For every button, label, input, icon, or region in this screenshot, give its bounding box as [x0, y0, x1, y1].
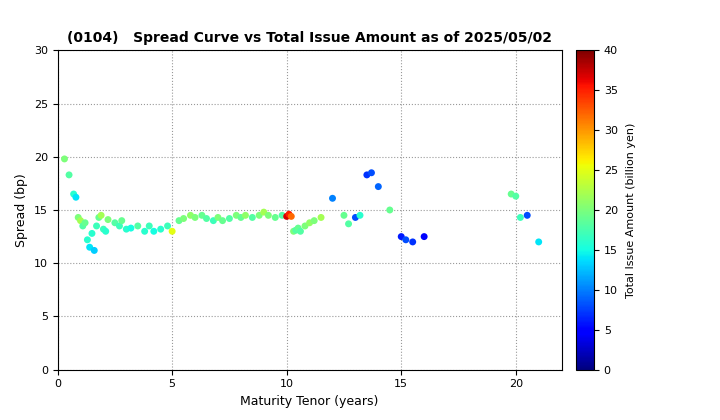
Point [77, 223, 89, 229]
Point [510, 193, 521, 199]
Point [395, 233, 407, 240]
Point [148, 228, 160, 235]
Point [521, 212, 533, 219]
Point [139, 228, 150, 235]
Point [304, 219, 315, 226]
X-axis label: Maturity Tenor (years): Maturity Tenor (years) [240, 395, 379, 408]
Point [288, 228, 300, 235]
Point [308, 217, 320, 224]
Point [100, 228, 112, 235]
Point [178, 215, 189, 222]
Point [253, 212, 265, 219]
Point [505, 191, 517, 197]
Point [81, 236, 93, 243]
Point [109, 219, 121, 226]
Point [400, 236, 412, 243]
Point [114, 223, 125, 229]
Point [102, 216, 114, 223]
Point [68, 191, 79, 197]
Point [294, 228, 306, 235]
Title: (0104)   Spread Curve vs Total Issue Amount as of 2025/05/02: (0104) Spread Curve vs Total Issue Amoun… [67, 31, 552, 45]
Point [300, 223, 311, 229]
Point [286, 213, 297, 220]
Point [98, 226, 109, 233]
Point [95, 212, 107, 219]
Point [93, 214, 104, 221]
Point [269, 214, 281, 221]
Point [86, 230, 98, 237]
Point [276, 212, 288, 219]
Point [354, 212, 366, 219]
Point [361, 171, 373, 178]
Point [155, 226, 166, 233]
Point [283, 211, 294, 218]
Point [185, 212, 197, 219]
Point [258, 209, 269, 215]
Point [120, 226, 132, 233]
Y-axis label: Total Issue Amount (billion yen): Total Issue Amount (billion yen) [626, 122, 636, 298]
Point [217, 217, 228, 224]
Point [533, 239, 544, 245]
Point [224, 215, 235, 222]
Point [89, 247, 100, 254]
Point [230, 212, 242, 219]
Point [292, 225, 304, 231]
Point [166, 228, 178, 235]
Point [290, 227, 302, 234]
Point [162, 223, 174, 229]
Point [263, 212, 274, 219]
Point [59, 155, 71, 162]
Point [515, 214, 526, 221]
Point [240, 212, 251, 219]
Point [407, 239, 418, 245]
Point [235, 214, 247, 221]
Point [372, 183, 384, 190]
Point [281, 213, 292, 220]
Y-axis label: Spread (bp): Spread (bp) [15, 173, 28, 247]
Point [63, 171, 75, 178]
Point [143, 223, 155, 229]
Point [343, 220, 354, 227]
Point [70, 194, 81, 201]
Point [366, 169, 377, 176]
Point [91, 223, 102, 229]
Point [418, 233, 430, 240]
Point [212, 214, 224, 221]
Point [246, 214, 258, 221]
Point [327, 195, 338, 202]
Point [132, 223, 143, 229]
Point [207, 217, 219, 224]
Point [75, 217, 86, 224]
Point [174, 217, 185, 224]
Point [350, 214, 361, 221]
Point [125, 225, 137, 231]
Point [79, 219, 91, 226]
Point [338, 212, 350, 219]
Point [116, 217, 127, 224]
Point [189, 214, 201, 221]
Point [315, 214, 327, 221]
Point [201, 215, 212, 222]
Point [196, 212, 207, 219]
Point [84, 244, 96, 251]
Point [384, 207, 395, 213]
Point [73, 214, 84, 221]
